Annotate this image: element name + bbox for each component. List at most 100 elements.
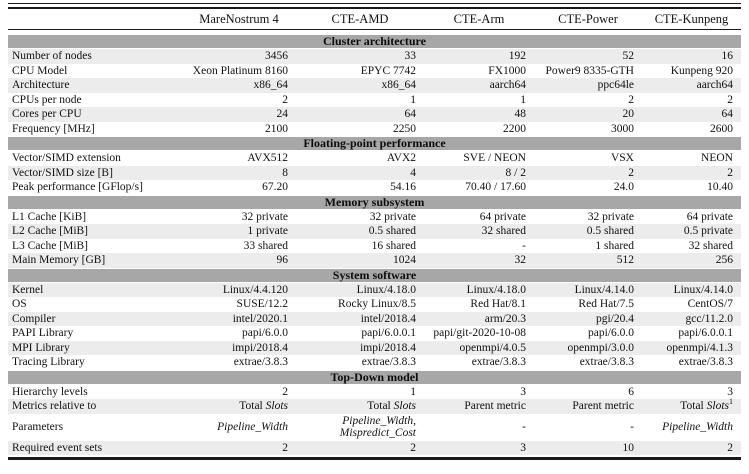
section-header: Top-Down model [8,369,741,385]
section-title: Top-Down model [8,369,741,385]
table-row: CPUs per node 2 1 1 2 2 [8,93,741,108]
value-cell: SVE / NEON [463,152,526,164]
value-cell: aarch64 [424,78,534,93]
value-cell: CentOS/7 [687,298,733,310]
value-cell: Power9 8335-GTH [545,64,634,77]
value-cell: 6 [628,385,634,398]
value-cell: papi/6.0.0.1 [678,327,733,339]
value-cell: 3 [424,440,534,455]
value-cell: 8 / 2 [424,165,534,180]
value-cell: 2 [282,385,288,398]
section-title: System software [8,267,741,283]
value-cell: 2 [282,93,288,106]
header-cte-power: CTE-Power [534,9,642,30]
value-cell: 64 private [686,210,733,223]
row-label: Kernel [8,282,182,297]
table-row: Cores per CPU 24 64 48 20 64 [8,107,741,122]
table-row: OS SUSE/12.2 Rocky Linux/8.5 Red Hat/8.1 Red… [8,297,741,312]
value-cell: Pipeline_Width [217,420,288,433]
value-cell: papi/6.0.0 [588,327,634,339]
value-cell: 2 [296,440,424,455]
value-cell: Pipeline_Width [662,420,733,433]
row-label: MPI Library [8,340,182,355]
row-label: Number of nodes [8,48,182,64]
value-cell: openmpi/4.0.5 [424,340,534,355]
table-row: Hierarchy levels 2 1 3 6 3 [8,384,741,399]
value-cell: impi/2018.4 [182,340,296,355]
value-cell: 0.5 shared [296,224,424,239]
value-cell: Parent metric [534,399,642,414]
row-label: CPUs per node [12,93,82,106]
section-title: Memory subsystem [8,194,741,210]
value-cell: 2100 [265,122,288,135]
table-row: Architecture x86_64 x86_64 aarch64 ppc64le aa… [8,78,741,93]
value-cell: Linux/4.18.0 [424,282,534,297]
value-cell: 2 [642,440,741,455]
value-cell: Kunpeng 920 [670,64,733,77]
table-row: Number of nodes 3456 33 192 52 16 [8,48,741,64]
value-cell: impi/2018.4 [296,340,424,355]
value-cell: intel/2020.1 [182,311,296,326]
header-empty-cell [8,9,182,30]
value-cell: openmpi/4.1.3 [642,340,741,355]
top-rule-thin [8,3,741,4]
value-cell: Red Hat/7.5 [578,298,634,310]
value-cell: 96 [182,253,296,268]
value-cell: 2 [182,440,296,455]
value-cell: 8 [182,165,296,180]
value-cell: 2250 [393,122,416,135]
value-cell: 1024 [296,253,424,268]
value-cell: 24.0 [613,181,634,193]
value-cell: 48 [424,107,534,122]
value-cell: 512 [534,253,642,268]
row-label: Cores per CPU [8,107,182,122]
table-row: Compiler intel/2020.1 intel/2018.4 arm/20.3… [8,311,741,326]
row-label: CPU Model [12,64,68,77]
value-cell: 64 [642,107,741,122]
value-cell: 24 [182,107,296,122]
value-cell: 33 shared [243,239,288,252]
value-cell: Rocky Linux/8.5 [338,298,416,310]
table-row: Tracing Library extrae/3.8.3 extrae/3.8.3 e… [8,355,741,370]
row-label: Compiler [8,311,182,326]
row-label: L3 Cache [MiB] [12,239,89,252]
value-cell: ppc64le [534,78,642,93]
value-cell: 67.20 [262,181,288,193]
value-cell: Linux/4.14.0 [534,282,642,297]
value-cell: SUSE/12.2 [236,298,288,310]
value-cell: AVX512 [247,152,288,164]
row-label: Required event sets [8,440,182,455]
value-cell: 3456 [182,48,296,64]
value-cell: 16 shared [371,239,416,252]
value-cell: 2600 [710,122,733,135]
value-cell: x86_64 [182,78,296,93]
table-row: Vector/SIMD extension AVX512 AVX2 SVE / NEO… [8,151,741,166]
value-cell: Total Slots [296,399,424,414]
row-label: Parameters [12,420,64,433]
table-row: MPI Library impi/2018.4 impi/2018.4 openmpi… [8,340,741,355]
table-row: Peak performance [GFlop/s] 67.20 54.16 70.4… [8,180,741,195]
table-row: Parameters Pipeline_Width Pipeline_Width, M… [8,414,741,441]
section-header: System software [8,267,741,283]
value-cell: 32 private [587,210,634,223]
value-cell: 192 [424,48,534,64]
value-cell: 4 [296,165,424,180]
value-cell: openmpi/3.0.0 [534,340,642,355]
top-rule-thick [8,7,741,9]
value-cell: 32 private [241,210,288,223]
table-row: L3 Cache [MiB] 33 shared 16 shared - 1 share… [8,239,741,254]
row-label: Tracing Library [12,356,85,368]
value-cell: 1 shared [595,239,634,252]
header-marenostrum4: MareNostrum 4 [182,9,296,30]
value-cell: 2 [534,165,642,180]
value-cell: 2 [628,93,634,106]
value-cell: Linux/4.18.0 [296,282,424,297]
row-label: Vector/SIMD extension [12,152,121,164]
value-cell: 32 private [369,210,416,223]
value-cell: 3 [727,385,733,398]
value-cell: 2 [727,93,733,106]
value-cell: Linux/4.4.120 [182,282,296,297]
value-cell: AVX2 [386,152,416,164]
value-cell: NEON [701,152,733,164]
